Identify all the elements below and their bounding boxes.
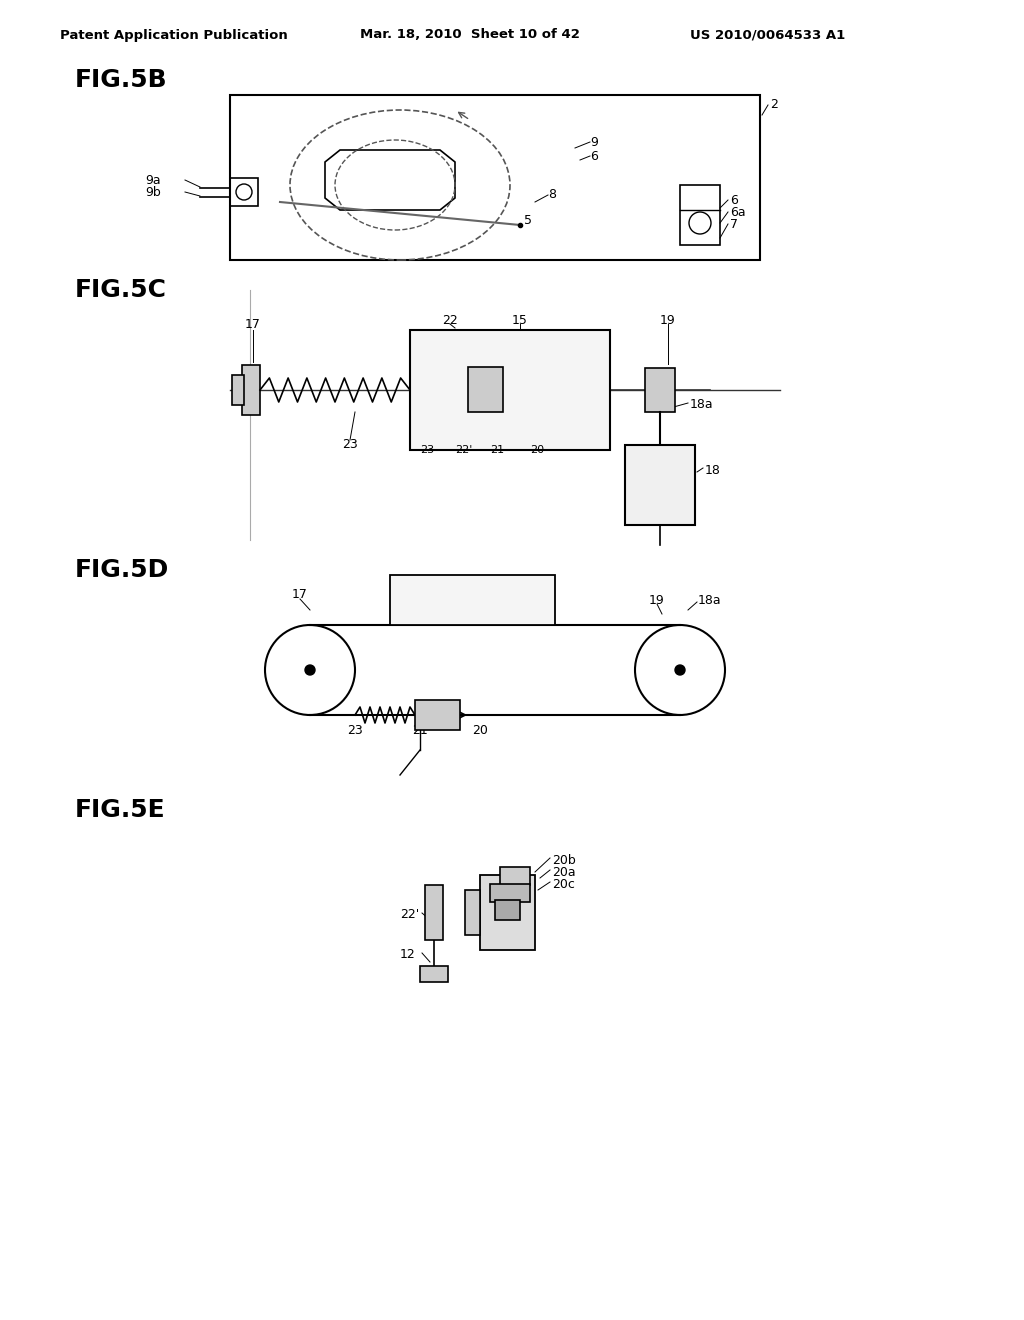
- Text: Patent Application Publication: Patent Application Publication: [60, 29, 288, 41]
- Bar: [480, 875, 535, 950]
- Bar: [242, 366, 260, 414]
- Bar: [410, 330, 610, 450]
- Text: 9: 9: [590, 136, 598, 149]
- Text: 12: 12: [400, 949, 416, 961]
- Text: 6a: 6a: [730, 206, 745, 219]
- Text: 23: 23: [420, 445, 434, 455]
- Text: 22: 22: [442, 314, 458, 326]
- Text: 21: 21: [490, 445, 504, 455]
- Text: 18a: 18a: [698, 594, 722, 606]
- Bar: [465, 890, 480, 935]
- Text: 18: 18: [705, 463, 721, 477]
- Text: 20: 20: [472, 723, 488, 737]
- Text: 22': 22': [455, 445, 472, 455]
- Bar: [680, 185, 720, 246]
- Bar: [230, 95, 760, 260]
- Text: 15: 15: [522, 583, 538, 597]
- Text: 23: 23: [347, 723, 362, 737]
- Bar: [390, 576, 555, 624]
- Text: 8: 8: [548, 189, 556, 202]
- Text: FIG.5D: FIG.5D: [75, 558, 169, 582]
- Text: 19: 19: [649, 594, 665, 606]
- Text: FIG.5B: FIG.5B: [75, 69, 168, 92]
- Bar: [468, 367, 503, 412]
- Text: 20b: 20b: [552, 854, 575, 866]
- Text: FIG.5E: FIG.5E: [75, 799, 166, 822]
- Text: FIG.5C: FIG.5C: [75, 279, 167, 302]
- Bar: [495, 900, 520, 920]
- Bar: [490, 884, 530, 902]
- Bar: [230, 178, 258, 206]
- Text: 20: 20: [530, 445, 544, 455]
- Text: 6: 6: [590, 149, 598, 162]
- Text: 17: 17: [292, 589, 308, 602]
- Text: 15: 15: [512, 314, 528, 326]
- Text: 7: 7: [730, 218, 738, 231]
- Text: 2: 2: [770, 99, 778, 111]
- Text: 6: 6: [730, 194, 738, 206]
- Text: 20a: 20a: [552, 866, 575, 879]
- Text: 19: 19: [660, 314, 676, 326]
- Text: 22': 22': [400, 908, 419, 921]
- Text: 20c: 20c: [552, 878, 574, 891]
- Text: Mar. 18, 2010  Sheet 10 of 42: Mar. 18, 2010 Sheet 10 of 42: [360, 29, 580, 41]
- Text: 17: 17: [245, 318, 261, 331]
- Bar: [625, 445, 695, 525]
- Bar: [500, 867, 530, 884]
- Text: 18a: 18a: [690, 399, 714, 412]
- Text: 21: 21: [412, 723, 428, 737]
- Bar: [415, 700, 460, 730]
- Text: 9a: 9a: [145, 173, 161, 186]
- Circle shape: [675, 665, 685, 675]
- Bar: [425, 884, 443, 940]
- Bar: [232, 375, 244, 405]
- Text: 5: 5: [524, 214, 532, 227]
- Bar: [645, 368, 675, 412]
- Text: 22: 22: [447, 583, 463, 597]
- Text: 23: 23: [342, 438, 357, 451]
- Bar: [420, 966, 449, 982]
- Text: 9b: 9b: [145, 186, 161, 198]
- Text: US 2010/0064533 A1: US 2010/0064533 A1: [690, 29, 845, 41]
- Circle shape: [305, 665, 315, 675]
